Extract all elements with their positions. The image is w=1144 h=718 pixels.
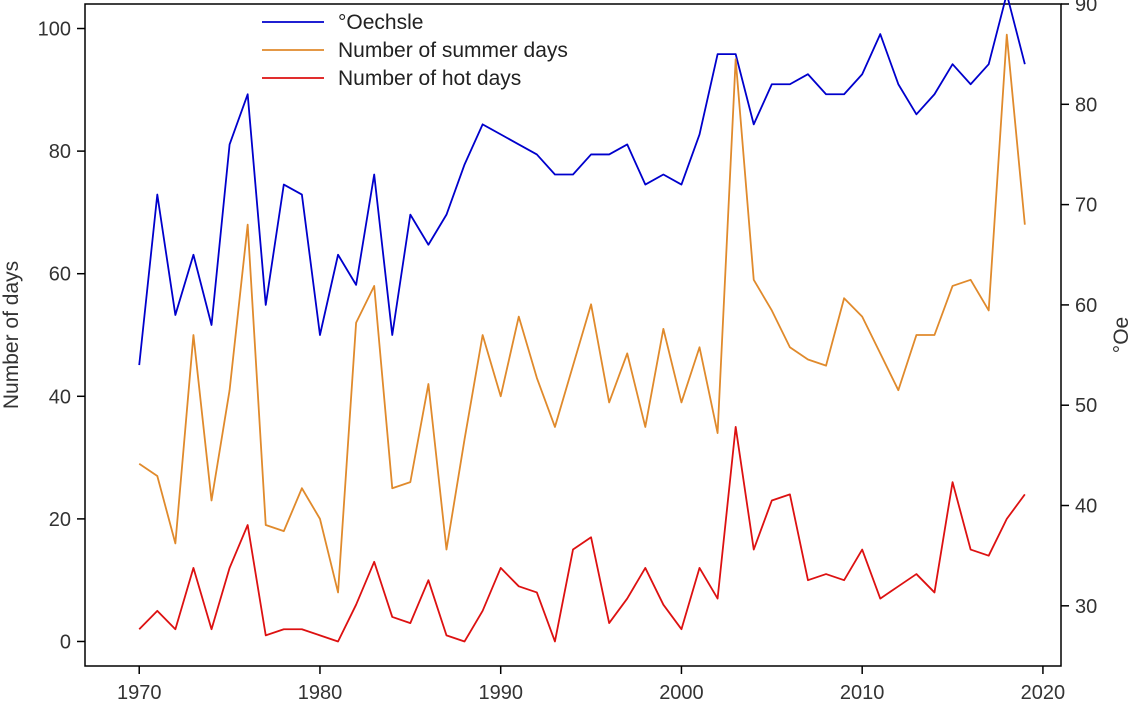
legend-label: Number of hot days (338, 67, 521, 90)
x-tick-label: 2010 (840, 682, 885, 704)
x-tick-label: 2020 (1021, 682, 1066, 704)
axes-layer: 1970 1980 1990 2000 2010 2020 0 20 40 60 80 100 30 40… (38, 0, 1098, 704)
plot-frame (84, 3, 1062, 667)
legend-label: Number of summer days (338, 39, 568, 62)
legend-label: °Oechsle (338, 11, 423, 34)
x-tick-label: 2000 (659, 682, 704, 704)
series-line-3 (138, 426, 1026, 643)
y-left-tick-label: 100 (38, 19, 71, 41)
y-axis-right-title: °Oe (1110, 317, 1133, 353)
y-left-tick-label: 60 (49, 264, 71, 286)
series-layer (138, 0, 1026, 643)
x-tick-label: 1990 (478, 682, 523, 704)
y-left-tick-label: 40 (49, 386, 71, 408)
y-axis-left-title: Number of days (0, 261, 23, 409)
y-right-tick-label: 80 (1075, 94, 1097, 116)
y-right-tick-label: 90 (1075, 0, 1097, 16)
y-left-tick-label: 80 (49, 141, 71, 163)
legend: °Oechsle Number of summer days Number of h… (262, 11, 568, 90)
series-line-2 (138, 33, 1026, 594)
y-left-tick-label: 0 (60, 631, 71, 653)
series-line-1 (138, 0, 1026, 366)
y-right-tick-label: 60 (1075, 295, 1097, 317)
y-right-tick-label: 50 (1075, 395, 1097, 417)
x-tick-label: 1970 (117, 682, 162, 704)
y-right-tick-label: 40 (1075, 496, 1097, 518)
x-tick-label: 1980 (298, 682, 343, 704)
y-right-tick-label: 30 (1075, 596, 1097, 618)
y-left-tick-label: 20 (49, 509, 71, 531)
y-right-tick-label: 70 (1075, 195, 1097, 217)
